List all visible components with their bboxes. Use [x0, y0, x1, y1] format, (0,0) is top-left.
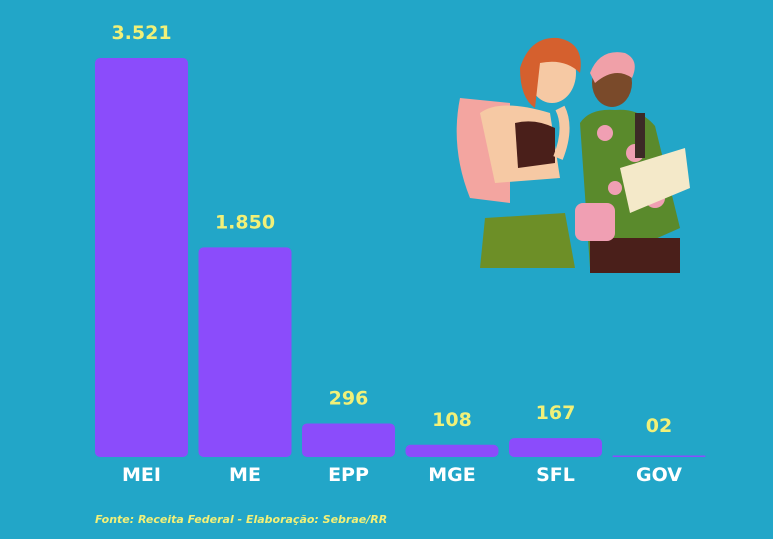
value-label-me: 1.850	[215, 211, 275, 233]
woman-figure-icon	[456, 37, 615, 268]
category-label-epp: EPP	[328, 464, 369, 486]
bar-me	[198, 247, 292, 457]
bar-gov	[612, 455, 706, 457]
category-label-mge: MGE	[428, 464, 475, 486]
category-label-gov: GOV	[636, 464, 682, 486]
category-label-me: ME	[229, 464, 261, 486]
category-label-mei: MEI	[122, 464, 161, 486]
value-label-epp: 296	[329, 387, 369, 409]
value-label-sfl: 167	[536, 402, 576, 424]
source-note: Fonte: Receita Federal - Elaboração: Seb…	[95, 513, 388, 526]
travelers-reading-map-illustration	[456, 37, 690, 273]
bar-mei	[95, 58, 188, 457]
bar-sfl	[509, 438, 602, 457]
bar-mge	[405, 444, 499, 457]
value-label-mei: 3.521	[111, 22, 171, 44]
value-label-mge: 108	[432, 409, 472, 431]
value-label-gov: 02	[646, 415, 672, 437]
category-label-sfl: SFL	[536, 464, 575, 486]
bar-epp	[302, 423, 395, 457]
